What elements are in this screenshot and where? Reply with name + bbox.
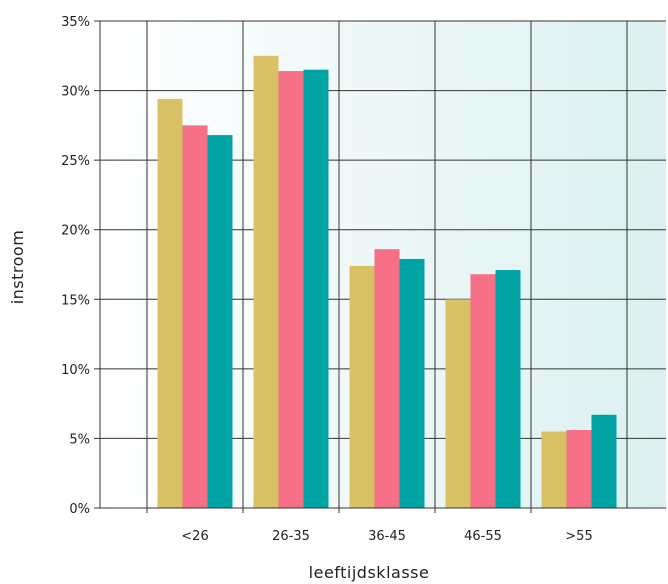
bar [495, 270, 521, 508]
y-tick-label: 10% [61, 363, 90, 378]
bar [207, 135, 233, 508]
y-tick-label: 5% [69, 432, 90, 447]
bar [470, 274, 496, 508]
bar [253, 55, 279, 509]
bar [182, 125, 208, 508]
y-tick-label: 15% [61, 293, 90, 308]
bar [349, 265, 375, 508]
x-tick-label: >55 [565, 529, 592, 544]
y-tick-label: 35% [61, 15, 90, 30]
bar [541, 431, 567, 508]
x-tick-label: <26 [181, 529, 208, 544]
y-axis-title: instroom [8, 230, 27, 305]
bar [278, 71, 304, 508]
y-tick-label: 25% [61, 154, 90, 169]
y-tick-label: 0% [69, 502, 90, 517]
x-tick-label: 36-45 [368, 529, 406, 544]
bar [374, 249, 400, 509]
x-tick-label: 26-35 [272, 529, 310, 544]
bar [445, 299, 471, 508]
bar [303, 69, 329, 508]
x-tick-label: 46-55 [464, 529, 502, 544]
bars [157, 55, 617, 509]
axes: 0% 5% 10% 15% 20% 25% 30% 35% <26 26-35 36-45 46-55… [61, 15, 666, 544]
bar [566, 430, 592, 508]
x-axis-title: leeftijdsklasse [309, 563, 430, 582]
bar [157, 98, 183, 509]
bar [399, 258, 425, 508]
bar [591, 414, 617, 508]
y-tick-label: 30% [61, 85, 90, 100]
y-tick-label: 20% [61, 224, 90, 239]
